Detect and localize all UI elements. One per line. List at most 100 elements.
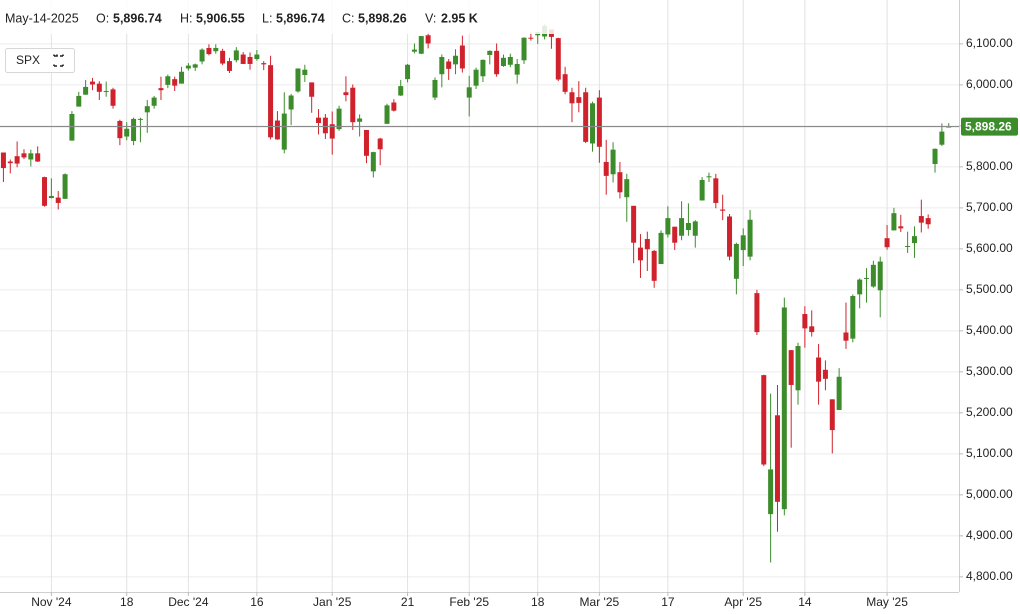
candle-body xyxy=(302,69,308,76)
candle-body xyxy=(213,47,219,52)
candle-body xyxy=(891,213,897,231)
candle-body xyxy=(802,314,808,329)
candle-body xyxy=(583,92,589,142)
header-key: H: xyxy=(180,11,193,25)
header-bg xyxy=(0,0,560,34)
candle-body xyxy=(329,124,335,139)
candle-body xyxy=(514,63,520,75)
header-key: V: xyxy=(425,11,436,25)
plot-area xyxy=(0,0,959,592)
candle-body xyxy=(117,120,123,139)
candle-body xyxy=(603,161,609,176)
candle-body xyxy=(322,117,328,134)
candle-body xyxy=(103,91,109,93)
candle-body xyxy=(692,221,698,236)
candle-body xyxy=(774,415,780,502)
candle-body xyxy=(781,307,787,510)
candle-body xyxy=(596,97,602,147)
candle-body xyxy=(405,64,411,80)
header-key: O: xyxy=(96,11,109,25)
candle-body xyxy=(151,97,157,106)
x-tick-label: 18 xyxy=(531,595,545,609)
candle-body xyxy=(699,179,705,201)
header-value: 5,898.26 xyxy=(358,11,407,25)
candle-body xyxy=(761,375,767,465)
candle-body xyxy=(864,277,870,279)
symbol-label[interactable]: SPX xyxy=(16,53,40,67)
candle-body xyxy=(247,56,253,64)
y-tick-label: 5,300.00 xyxy=(966,364,1013,378)
candle-body xyxy=(432,79,438,98)
symbol-button[interactable]: SPX xyxy=(5,48,75,73)
candle-body xyxy=(62,174,68,199)
candle-body xyxy=(590,103,596,144)
candle-body xyxy=(309,82,315,97)
candle-body xyxy=(261,63,267,65)
candle-body xyxy=(89,81,95,85)
x-tick-label: Nov '24 xyxy=(31,595,72,609)
candle-body xyxy=(733,243,739,279)
candle-body xyxy=(500,57,506,67)
x-tick-label: Feb '25 xyxy=(449,595,489,609)
candle-body xyxy=(83,86,89,95)
candle-body xyxy=(192,64,198,68)
last-price-box xyxy=(961,117,1018,136)
candle-body xyxy=(370,152,376,172)
candle-body xyxy=(459,45,465,69)
candle-body xyxy=(487,50,493,55)
candle-body xyxy=(439,56,445,75)
candle-body xyxy=(158,88,164,91)
candle-body xyxy=(884,238,890,248)
candle-body xyxy=(658,232,664,265)
candle-body xyxy=(453,55,459,65)
candle-body xyxy=(651,250,657,281)
candle-body xyxy=(398,86,404,96)
y-tick-label: 5,500.00 xyxy=(966,282,1013,296)
y-tick-label: 5,400.00 xyxy=(966,323,1013,337)
candle-body xyxy=(836,376,842,410)
candle-body xyxy=(48,195,54,199)
header-date: May-14-2025 xyxy=(5,11,79,25)
y-tick-label: 5,800.00 xyxy=(966,159,1013,173)
candle-body xyxy=(21,153,27,158)
candle-body xyxy=(42,177,48,206)
candle-body xyxy=(144,106,150,113)
candle-body xyxy=(637,247,643,261)
y-tick-label: 5,100.00 xyxy=(966,446,1013,460)
candle-body xyxy=(624,179,630,198)
candle-body xyxy=(555,38,561,80)
candle-body xyxy=(418,36,424,54)
header-key: C: xyxy=(342,11,355,25)
candles xyxy=(0,24,952,563)
x-tick-label: Mar '25 xyxy=(580,595,620,609)
candle-body xyxy=(28,153,34,160)
x-tick-label: Dec '24 xyxy=(168,595,209,609)
candle-body xyxy=(480,59,486,77)
candle-body xyxy=(35,153,41,162)
candle-body xyxy=(0,152,6,169)
header-key: L: xyxy=(262,11,272,25)
candle-body xyxy=(274,120,280,140)
x-tick-label: 17 xyxy=(661,595,675,609)
candle-body xyxy=(925,218,931,225)
candle-body xyxy=(685,223,691,230)
y-tick-label: 5,700.00 xyxy=(966,200,1013,214)
candle-body xyxy=(939,131,945,145)
candle-body xyxy=(240,54,246,64)
candle-body xyxy=(905,245,911,247)
axes: 4,800.00 4,900.00 5,000.00 5,100.00 5,200.00… xyxy=(0,36,1018,609)
candle-body xyxy=(363,129,369,156)
candle-body xyxy=(233,50,239,61)
candle-body xyxy=(14,156,20,164)
candle-body xyxy=(528,37,534,39)
candle-body xyxy=(179,71,185,84)
expand-icon[interactable] xyxy=(53,54,64,67)
candle-body xyxy=(644,239,650,250)
candle-body xyxy=(411,49,417,52)
candle-body xyxy=(706,176,712,178)
candle-body xyxy=(220,50,226,64)
candle-body xyxy=(295,68,301,92)
candle-body xyxy=(425,35,431,44)
candle-body xyxy=(69,113,75,141)
